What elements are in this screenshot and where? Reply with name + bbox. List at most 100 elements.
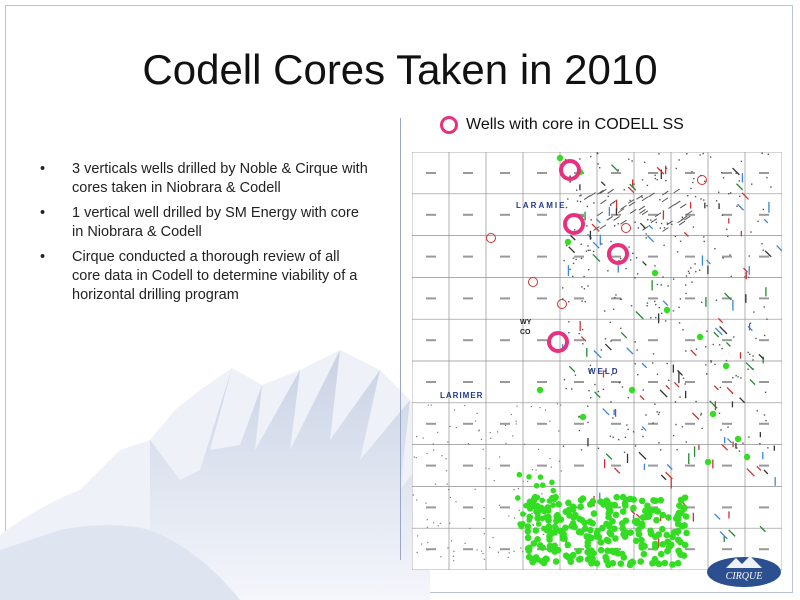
lateral-stroke (595, 218, 601, 224)
green-well-dot (595, 533, 603, 541)
well-dot (722, 177, 725, 179)
well-dot (672, 310, 675, 312)
well-dot (427, 549, 429, 551)
lateral-stroke (629, 209, 637, 214)
green-well-dot (734, 435, 742, 443)
township-label-mark (463, 381, 473, 383)
well-dot (578, 332, 580, 335)
well-dot (609, 321, 612, 324)
well-dot (748, 255, 750, 257)
well-dot (612, 368, 614, 371)
well-dot (569, 268, 571, 271)
well-dot (749, 353, 751, 355)
township-label-mark (574, 255, 584, 258)
well-dot (417, 535, 419, 537)
green-well-dot (532, 527, 540, 534)
well-dot (593, 202, 595, 204)
lateral-stroke (709, 400, 718, 409)
township-label-mark (426, 464, 436, 467)
well-dot (556, 403, 559, 405)
well-dot (587, 421, 589, 424)
green-well-dot (550, 502, 556, 508)
well-dot (590, 219, 592, 221)
lateral-stroke (737, 203, 745, 211)
well-dot (674, 235, 677, 238)
township-label-mark (574, 381, 584, 383)
bullet-text: 1 vertical well drilled by SM Energy wit… (72, 205, 359, 240)
lateral-stroke (759, 525, 766, 533)
green-well-dot (659, 511, 667, 519)
well-dot (738, 450, 741, 452)
well-dot (563, 378, 566, 381)
well-dot (566, 244, 568, 247)
green-well-dot (610, 548, 618, 556)
well-dot (575, 258, 577, 261)
green-well-dot (597, 546, 605, 554)
green-well-dot (588, 560, 595, 567)
well-dot (690, 267, 692, 269)
well-dot (518, 509, 520, 512)
well-dot (637, 227, 640, 229)
lateral-stroke (635, 311, 645, 320)
well-dot (505, 442, 507, 444)
lateral-stroke (714, 513, 721, 520)
well-dot (625, 267, 627, 270)
green-well-dot (669, 533, 676, 541)
well-dot (678, 306, 680, 309)
well-dot (748, 436, 750, 438)
well-dot (699, 154, 701, 156)
green-well-dot (628, 386, 636, 394)
well-dot (568, 332, 570, 334)
well-dot (718, 344, 721, 346)
well-dot (660, 284, 662, 286)
slide-title: Codell Cores Taken in 2010 (142, 46, 658, 93)
township-label-mark (722, 255, 732, 258)
township-label-mark (759, 172, 769, 174)
well-dot (732, 377, 734, 379)
well-dot (676, 251, 679, 253)
green-well-dot (517, 521, 523, 527)
well-dot (617, 223, 619, 225)
well-dot (755, 337, 757, 340)
green-well-dot (663, 531, 671, 539)
well-dot (574, 374, 577, 376)
well-dot (588, 389, 590, 392)
green-well-dot (577, 503, 584, 511)
township-label-mark (722, 213, 732, 216)
well-dot (426, 452, 428, 455)
green-well-dot (536, 542, 544, 549)
township-label-mark (500, 172, 510, 174)
green-well-dot (556, 154, 564, 162)
well-dot (615, 294, 617, 296)
green-well-dot (597, 498, 604, 505)
green-well-dot (546, 498, 553, 504)
green-well-dot (562, 552, 570, 559)
well-dot (634, 221, 636, 223)
township-label-mark (463, 506, 473, 509)
well-dot (576, 200, 579, 202)
green-well-dot (552, 523, 558, 529)
well-dot (740, 377, 742, 379)
lateral-stroke (739, 397, 746, 404)
well-dot (715, 299, 718, 302)
well-dot (416, 499, 418, 501)
lateral-stroke (746, 468, 755, 477)
well-dot (478, 429, 480, 431)
well-dot (488, 468, 490, 470)
well-dot (657, 413, 660, 416)
well-dot (704, 180, 706, 182)
lateral-stroke (648, 192, 655, 198)
township-label-mark (685, 548, 695, 551)
green-well-dot (635, 531, 643, 538)
well-dot (427, 541, 429, 544)
well-dot (694, 195, 697, 198)
lateral-stroke (592, 241, 600, 249)
green-well-dot (651, 269, 659, 277)
well-dot (533, 524, 535, 527)
well-dot (727, 426, 729, 428)
green-well-dot (525, 544, 533, 552)
lateral-stroke (736, 183, 744, 191)
well-dot (627, 428, 629, 431)
township-label-mark (574, 464, 584, 467)
well-dot (685, 350, 687, 352)
